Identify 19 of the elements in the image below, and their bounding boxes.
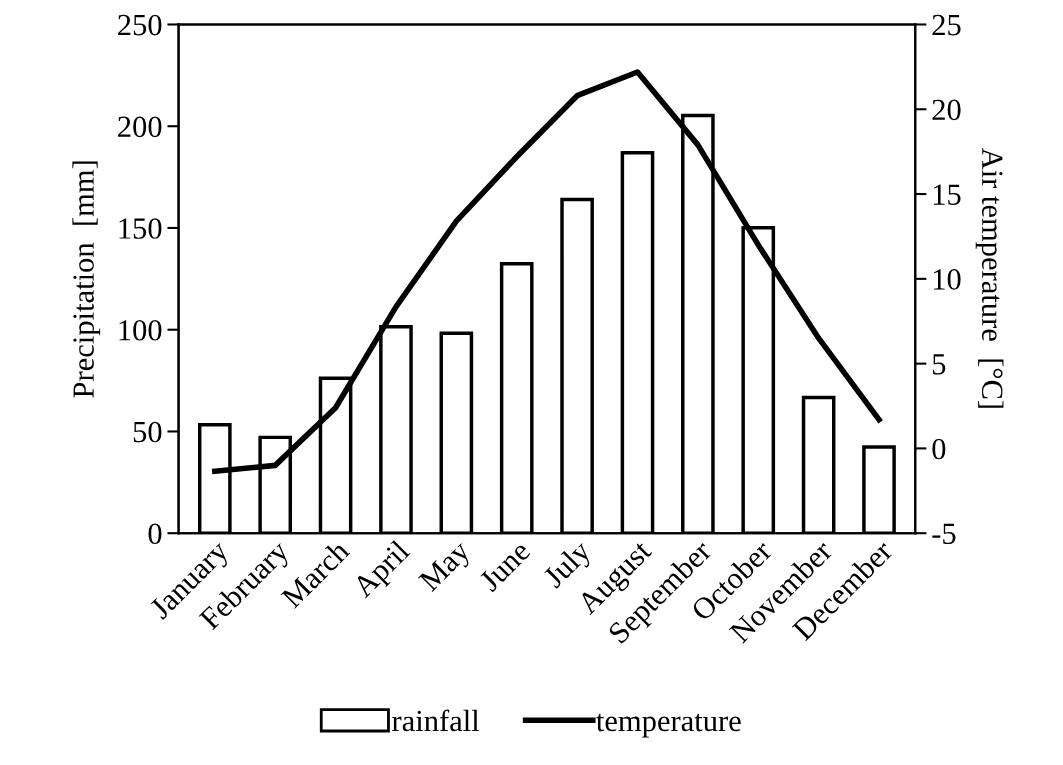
y2-tick-label: 10 <box>933 269 961 290</box>
y2-tick-label: -5 <box>932 523 956 545</box>
y2-tick-label: 5 <box>932 354 946 375</box>
y-tick-label: 150 <box>119 218 162 239</box>
y-axis-title: Precipitation [mm] <box>72 161 101 398</box>
x-tick-label: May <box>418 538 476 597</box>
y-tick-label: 50 <box>133 421 162 443</box>
y-tick-label: 100 <box>119 320 162 341</box>
y2-tick-label: 0 <box>932 438 946 460</box>
y-tick-label: 250 <box>118 14 162 36</box>
y-tick-label: 0 <box>148 523 162 545</box>
x-tick-label: June <box>478 539 532 593</box>
legend-label: rainfall <box>392 709 480 732</box>
y2-tick-label: 25 <box>932 14 961 36</box>
y2-axis-title: Air temperature [°C] <box>975 147 1004 408</box>
y2-tick-label: 15 <box>933 184 961 205</box>
y-tick-label: 200 <box>118 116 162 138</box>
y2-tick-label: 20 <box>932 99 961 121</box>
legend-label: temperature <box>596 713 741 738</box>
